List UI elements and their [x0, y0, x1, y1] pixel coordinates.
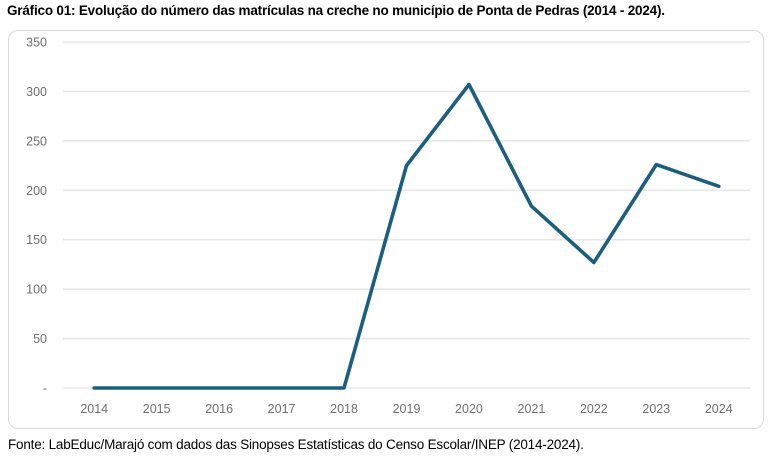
y-tick-label: - [43, 382, 47, 396]
x-tick-label: 2022 [580, 402, 608, 416]
series-line [92, 82, 721, 390]
y-tick-label: 300 [26, 85, 47, 99]
x-tick-label: 2018 [330, 402, 358, 416]
y-tick-label: 200 [26, 184, 47, 198]
x-axis-labels: 2014 2015 2016 2017 2018 2019 2020 2021 2022 2023… [80, 402, 732, 416]
page-title: Gráfico 01: Evolução do número das matrí… [7, 3, 665, 18]
x-tick-label: 2024 [705, 402, 733, 416]
x-tick-label: 2023 [642, 402, 670, 416]
chart-frame: -50 100 150 200 250 300 350 2014 2015 2016 2017 20… [8, 30, 764, 429]
gridlines [63, 41, 750, 389]
x-tick-label: 2019 [393, 402, 421, 416]
x-tick-label: 2020 [455, 402, 483, 416]
source-note: Fonte: LabEduc/Marajó com dados das Sino… [8, 437, 584, 452]
series [92, 82, 721, 390]
y-tick-label: 250 [26, 134, 47, 148]
y-tick-label: 100 [26, 283, 47, 297]
x-tick-label: 2021 [518, 402, 546, 416]
x-tick-label: 2015 [143, 402, 171, 416]
y-tick-label: 150 [26, 233, 47, 247]
x-tick-label: 2014 [80, 402, 108, 416]
x-tick-label: 2016 [205, 402, 233, 416]
y-tick-label: 50 [33, 332, 47, 346]
y-tick-label: 350 [26, 36, 47, 50]
y-axis-labels: - 50 100 150 200 250 300 350 [26, 36, 47, 396]
x-tick-label: 2017 [268, 402, 296, 416]
